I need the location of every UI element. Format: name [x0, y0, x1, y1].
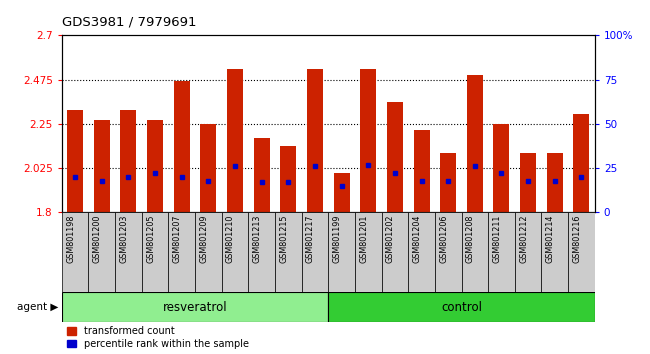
- Text: GSM801213: GSM801213: [253, 215, 261, 263]
- Bar: [168, 212, 195, 292]
- Text: agent ▶: agent ▶: [17, 302, 58, 312]
- Text: GSM801210: GSM801210: [226, 215, 235, 263]
- Bar: [333, 173, 350, 212]
- Bar: [62, 292, 328, 322]
- Bar: [355, 212, 382, 292]
- Text: GSM801208: GSM801208: [466, 215, 474, 263]
- Bar: [222, 212, 248, 292]
- Bar: [573, 114, 590, 212]
- Bar: [408, 212, 435, 292]
- Text: GSM801211: GSM801211: [493, 215, 502, 263]
- Bar: [435, 212, 462, 292]
- Bar: [275, 212, 302, 292]
- Bar: [200, 124, 216, 212]
- Text: GSM801215: GSM801215: [280, 215, 289, 263]
- Bar: [147, 120, 163, 212]
- Text: GSM801202: GSM801202: [386, 215, 395, 263]
- Bar: [328, 212, 355, 292]
- Text: GDS3981 / 7979691: GDS3981 / 7979691: [62, 15, 196, 28]
- Bar: [302, 212, 328, 292]
- Text: resveratrol: resveratrol: [162, 301, 228, 314]
- Text: GSM801207: GSM801207: [173, 215, 182, 263]
- Bar: [115, 212, 142, 292]
- Bar: [280, 145, 296, 212]
- Bar: [227, 69, 243, 212]
- Bar: [142, 212, 168, 292]
- Bar: [462, 212, 488, 292]
- Text: GSM801209: GSM801209: [200, 215, 208, 263]
- Text: control: control: [441, 301, 482, 314]
- Bar: [360, 69, 376, 212]
- Text: GSM801205: GSM801205: [146, 215, 155, 263]
- Bar: [547, 153, 563, 212]
- Bar: [520, 153, 536, 212]
- Bar: [493, 124, 510, 212]
- Bar: [382, 212, 408, 292]
- Bar: [94, 120, 110, 212]
- Bar: [195, 212, 222, 292]
- Bar: [67, 110, 83, 212]
- Text: GSM801201: GSM801201: [359, 215, 368, 263]
- Bar: [328, 292, 595, 322]
- Bar: [515, 212, 541, 292]
- Text: GSM801199: GSM801199: [333, 215, 342, 263]
- Bar: [488, 212, 515, 292]
- Bar: [413, 130, 430, 212]
- Text: GSM801212: GSM801212: [519, 215, 528, 263]
- Legend: transformed count, percentile rank within the sample: transformed count, percentile rank withi…: [66, 326, 249, 349]
- Bar: [248, 212, 275, 292]
- Bar: [254, 138, 270, 212]
- Text: GSM801203: GSM801203: [120, 215, 129, 263]
- Bar: [174, 81, 190, 212]
- Text: GSM801206: GSM801206: [439, 215, 448, 263]
- Text: GSM801204: GSM801204: [413, 215, 422, 263]
- Bar: [88, 212, 115, 292]
- Bar: [467, 75, 483, 212]
- Text: GSM801217: GSM801217: [306, 215, 315, 263]
- Bar: [440, 153, 456, 212]
- Text: GSM801216: GSM801216: [573, 215, 582, 263]
- Bar: [120, 110, 136, 212]
- Bar: [307, 69, 323, 212]
- Text: GSM801200: GSM801200: [93, 215, 101, 263]
- Text: GSM801198: GSM801198: [66, 215, 75, 263]
- Bar: [387, 102, 403, 212]
- Text: GSM801214: GSM801214: [546, 215, 555, 263]
- Bar: [568, 212, 595, 292]
- Bar: [541, 212, 568, 292]
- Bar: [62, 212, 88, 292]
